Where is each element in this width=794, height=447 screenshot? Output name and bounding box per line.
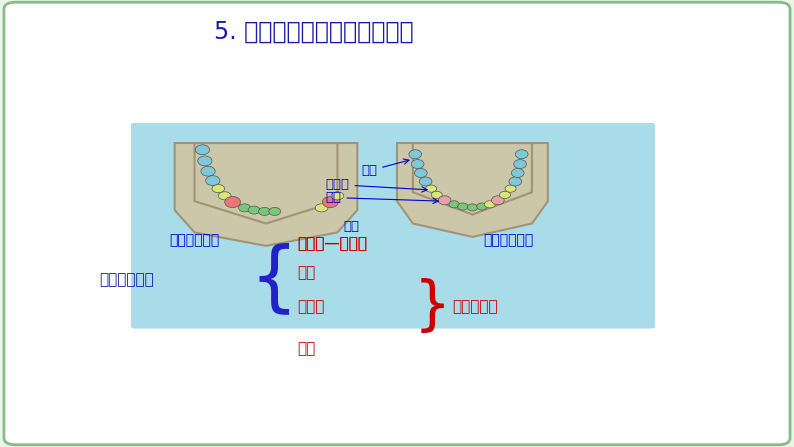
Ellipse shape xyxy=(438,196,451,205)
Ellipse shape xyxy=(322,197,338,207)
Ellipse shape xyxy=(195,145,210,155)
PathPatch shape xyxy=(175,143,357,246)
Text: 前白齿: 前白齿 xyxy=(326,178,427,192)
Ellipse shape xyxy=(476,203,487,210)
Ellipse shape xyxy=(331,192,344,200)
Text: 犬齿: 犬齿 xyxy=(298,265,316,280)
Ellipse shape xyxy=(491,196,504,205)
Ellipse shape xyxy=(212,185,225,193)
Ellipse shape xyxy=(515,150,528,159)
Text: 犬齿: 犬齿 xyxy=(326,191,438,204)
Ellipse shape xyxy=(419,177,432,186)
Text: 门齿小—类似人: 门齿小—类似人 xyxy=(298,236,368,251)
Ellipse shape xyxy=(248,206,260,214)
Ellipse shape xyxy=(467,204,478,211)
Ellipse shape xyxy=(225,197,241,207)
Text: 大，类似猿: 大，类似猿 xyxy=(453,299,498,314)
Text: 门齿小—类似人: 门齿小—类似人 xyxy=(298,236,368,251)
Text: 白齿: 白齿 xyxy=(361,159,409,177)
Ellipse shape xyxy=(206,176,220,186)
Ellipse shape xyxy=(514,160,526,169)
Text: 前白齿: 前白齿 xyxy=(298,299,325,314)
Ellipse shape xyxy=(238,204,251,212)
Text: 埃及古猿化石: 埃及古猿化石 xyxy=(100,272,154,287)
Ellipse shape xyxy=(268,207,281,215)
Ellipse shape xyxy=(414,169,427,177)
FancyBboxPatch shape xyxy=(131,123,655,329)
Ellipse shape xyxy=(431,191,442,198)
Ellipse shape xyxy=(511,169,524,177)
Ellipse shape xyxy=(218,192,231,200)
Ellipse shape xyxy=(198,156,212,166)
Text: 白齿: 白齿 xyxy=(298,341,316,356)
Ellipse shape xyxy=(499,191,511,198)
Ellipse shape xyxy=(411,160,424,169)
Ellipse shape xyxy=(201,166,215,176)
FancyBboxPatch shape xyxy=(4,2,790,445)
Text: 现代猿的牙齿: 现代猿的牙齿 xyxy=(169,233,220,248)
PathPatch shape xyxy=(397,143,548,237)
Ellipse shape xyxy=(449,201,459,208)
Ellipse shape xyxy=(509,177,522,186)
Ellipse shape xyxy=(259,207,270,215)
Ellipse shape xyxy=(505,185,516,192)
Ellipse shape xyxy=(426,185,437,192)
Text: {: { xyxy=(249,242,299,316)
Ellipse shape xyxy=(315,204,328,212)
Text: 门齿: 门齿 xyxy=(343,220,359,233)
Text: }: } xyxy=(414,278,451,335)
Ellipse shape xyxy=(484,201,495,208)
Text: 现代人的牙齿: 现代人的牙齿 xyxy=(483,233,534,248)
Ellipse shape xyxy=(457,203,468,210)
Ellipse shape xyxy=(409,150,422,159)
Text: 5. 现代猿和现代人的牙齿比较: 5. 现代猿和现代人的牙齿比较 xyxy=(214,20,414,44)
